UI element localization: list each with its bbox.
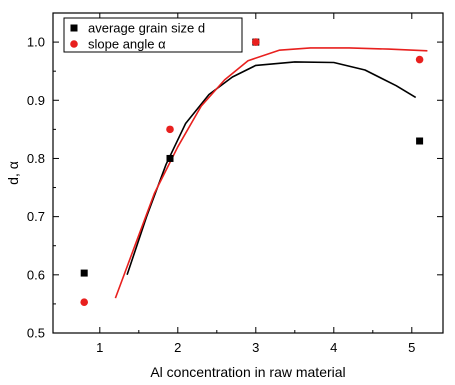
x-tick-label: 4 <box>330 340 337 355</box>
data-point-series-2 <box>415 55 424 64</box>
axes: 1 2 3 4 5 0.5 0.6 0.7 0.8 0.9 1.0 <box>27 12 444 355</box>
legend-marker-square <box>70 24 78 32</box>
data-point-series-2 <box>166 125 174 134</box>
x-tick-label: 1 <box>96 340 103 355</box>
legend-marker-circle <box>70 40 78 48</box>
data-point-series-2 <box>252 38 260 46</box>
y-tick-label: 0.5 <box>27 326 45 341</box>
y-tick-label: 0.8 <box>27 151 45 166</box>
x-axis-title: Al concentration in raw material <box>150 364 345 380</box>
data-point-series-2 <box>80 298 88 306</box>
legend-box <box>63 17 243 53</box>
x-tick-label: 3 <box>252 340 259 355</box>
y-axis-title: d, α <box>5 161 21 185</box>
legend-entry-label: slope angle α <box>88 37 166 52</box>
fit-line-series-1 <box>126 61 417 276</box>
data-point-series-1 <box>80 269 88 277</box>
legend-entry-label: average grain size d <box>88 21 205 36</box>
y-tick-label: 0.6 <box>27 267 45 282</box>
y-tick-label: 1.0 <box>27 35 45 50</box>
y-tick-label: 0.9 <box>27 93 45 108</box>
data-point-series-1 <box>416 137 424 145</box>
data-point-series-1 <box>166 154 174 162</box>
x-tick-label: 5 <box>408 340 415 355</box>
plot-area <box>80 38 428 306</box>
fit-line-series-2 <box>114 47 428 299</box>
x-tick-label: 2 <box>174 340 181 355</box>
y-tick-label: 0.7 <box>27 209 45 224</box>
plot-frame <box>52 12 444 334</box>
